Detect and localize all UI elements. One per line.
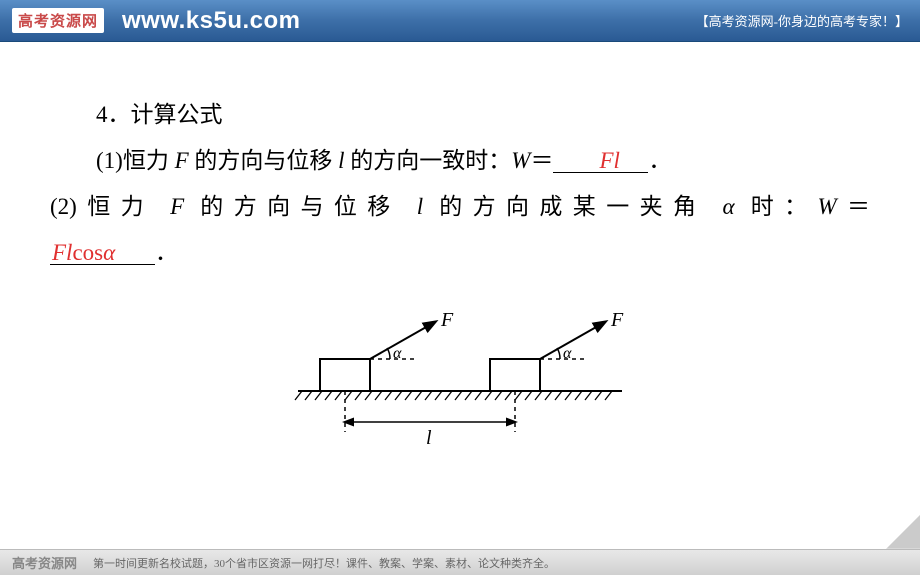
header-bar: 高考资源网 www.ks5u.com 【高考资源网-你身边的高考专家！】: [0, 0, 920, 42]
answer-2-Fl: Fl: [52, 240, 72, 265]
svg-text:α: α: [393, 345, 402, 362]
blank-2: Flcosα: [50, 240, 155, 265]
heading-text: 计算公式: [131, 102, 223, 127]
footer-logo: 高考资源网: [12, 553, 77, 572]
site-tagline: 【高考资源网-你身边的高考专家！】: [696, 11, 908, 30]
section-heading: 4．计算公式: [50, 92, 870, 138]
formula-line-2: (2)恒力 F 的方向与位移 l 的方向成某一夹角 α 时：W＝: [50, 184, 870, 230]
formula-line-2-cont: Flcosα．: [50, 230, 870, 276]
footer-bar: 高考资源网 第一时间更新名校试题，30个省市区资源一网打尽！课件、教案、学案、素…: [0, 549, 920, 575]
main-content: 4．计算公式 (1)恒力 F 的方向与位移 l 的方向一致时：W＝Fl． (2)…: [0, 42, 920, 454]
blank-1: Fl: [553, 148, 648, 173]
physics-diagram: F Fα α l: [280, 304, 640, 454]
page-corner-fold: [886, 515, 920, 549]
svg-text:l: l: [426, 427, 432, 449]
diagram-container: F Fα α l: [50, 304, 870, 454]
answer-1: Fl: [599, 148, 619, 173]
site-logo: 高考资源网: [12, 8, 104, 33]
formula-line-1: (1)恒力 F 的方向与位移 l 的方向一致时：W＝Fl．: [50, 138, 870, 184]
svg-text:F: F: [440, 309, 454, 331]
heading-number: 4．: [96, 102, 131, 127]
site-url: www.ks5u.com: [122, 7, 301, 35]
answer-2-cos: cos: [72, 240, 103, 265]
svg-text:α: α: [563, 345, 572, 362]
footer-text: 第一时间更新名校试题，30个省市区资源一网打尽！课件、教案、学案、素材、论文种类…: [93, 555, 555, 571]
svg-text:F: F: [610, 309, 624, 331]
answer-2-alpha: α: [103, 240, 115, 265]
